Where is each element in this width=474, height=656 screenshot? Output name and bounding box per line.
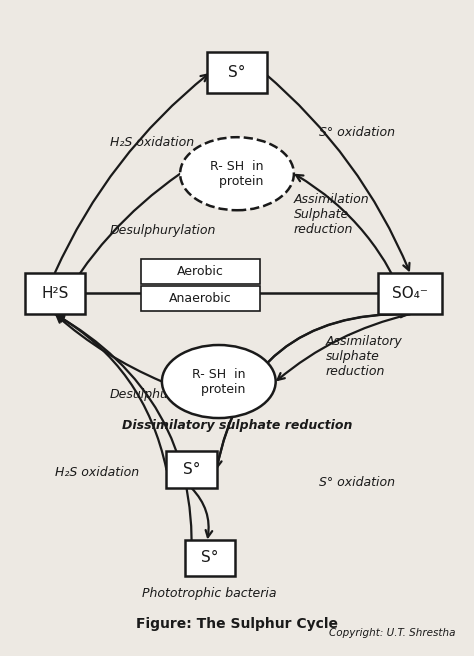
FancyBboxPatch shape [141, 258, 260, 284]
Text: H₂S oxidation: H₂S oxidation [55, 466, 139, 480]
Ellipse shape [180, 137, 294, 210]
Text: S°: S° [183, 462, 200, 477]
FancyBboxPatch shape [166, 451, 217, 488]
Text: SO₄⁻: SO₄⁻ [392, 286, 428, 301]
Text: Desulphurylation: Desulphurylation [109, 224, 216, 237]
Text: Desulphurylation: Desulphurylation [109, 388, 216, 401]
Text: Phototrophic bacteria: Phototrophic bacteria [143, 587, 277, 600]
Text: H²S: H²S [41, 286, 69, 301]
Text: Copyright: U.T. Shrestha: Copyright: U.T. Shrestha [329, 628, 456, 638]
Text: Assimilatory
sulphate
reduction: Assimilatory sulphate reduction [326, 335, 402, 378]
Text: Figure: The Sulphur Cycle: Figure: The Sulphur Cycle [136, 617, 338, 631]
Text: S° oxidation: S° oxidation [319, 476, 395, 489]
Text: Anaerobic: Anaerobic [169, 292, 232, 305]
Text: S°: S° [201, 550, 219, 565]
FancyBboxPatch shape [26, 273, 84, 314]
Text: H₂S oxidation: H₂S oxidation [109, 136, 194, 149]
FancyBboxPatch shape [141, 286, 260, 311]
Text: Aerobic: Aerobic [177, 265, 224, 278]
FancyBboxPatch shape [208, 52, 266, 93]
FancyBboxPatch shape [378, 273, 442, 314]
Ellipse shape [162, 345, 276, 418]
Text: S° oxidation: S° oxidation [319, 126, 395, 139]
Text: Dissimilatory sulphate reduction: Dissimilatory sulphate reduction [122, 419, 352, 432]
FancyBboxPatch shape [185, 540, 235, 576]
Text: S°: S° [228, 66, 246, 81]
Text: R- SH  in
  protein: R- SH in protein [192, 367, 246, 396]
Text: Assimilation
Sulphate
reduction: Assimilation Sulphate reduction [294, 193, 370, 236]
Text: R- SH  in
  protein: R- SH in protein [210, 159, 264, 188]
